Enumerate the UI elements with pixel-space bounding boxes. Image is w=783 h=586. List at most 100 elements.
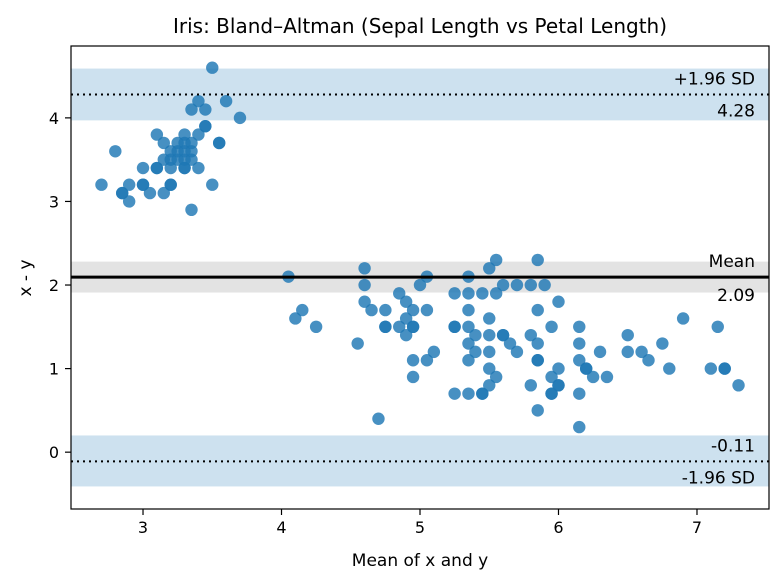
data-point: [538, 278, 551, 292]
y-axis-label: x - y: [16, 259, 36, 296]
data-point: [579, 362, 593, 375]
data-point: [393, 320, 406, 334]
data-point: [358, 295, 371, 308]
data-point: [718, 362, 731, 375]
data-point: [545, 387, 558, 400]
data-point: [462, 303, 475, 317]
data-point: [185, 153, 198, 166]
data-point: [296, 303, 309, 317]
data-point: [185, 103, 198, 116]
lower-loa-value: -0.11: [711, 436, 755, 456]
data-point: [399, 295, 413, 308]
y-axis-ticks: 0 1 2 3 4: [49, 109, 71, 462]
data-point: [531, 253, 544, 267]
reference-lines-layer: [71, 93, 769, 463]
data-point: [448, 320, 461, 334]
data-point: [164, 161, 177, 175]
data-point: [462, 337, 475, 350]
lower-loa-label: -1.96 SD: [682, 468, 755, 488]
data-point: [420, 354, 434, 367]
x-tick-label: 3: [138, 518, 148, 537]
data-point: [462, 387, 475, 400]
chart-title: Iris: Bland–Altman (Sepal Length vs Peta…: [173, 14, 667, 38]
data-point: [206, 61, 219, 74]
data-point: [600, 370, 614, 384]
x-tick-label: 4: [276, 518, 286, 537]
data-point: [192, 94, 205, 108]
data-point: [157, 136, 170, 150]
data-point: [150, 161, 164, 175]
data-point: [406, 370, 420, 384]
data-point: [164, 178, 177, 191]
y-tick-label: 0: [49, 443, 59, 462]
data-point: [483, 312, 496, 325]
data-point: [642, 354, 655, 367]
data-point: [711, 320, 724, 334]
data-point: [524, 278, 537, 292]
data-point: [510, 278, 524, 292]
data-point: [531, 354, 544, 367]
data-point: [704, 362, 718, 375]
data-point: [552, 379, 565, 392]
data-point: [420, 303, 434, 317]
data-point: [524, 328, 537, 342]
data-point: [489, 253, 503, 267]
data-point: [552, 295, 565, 308]
data-point: [469, 328, 482, 342]
data-point: [399, 312, 413, 325]
upper-loa-label: +1.96 SD: [674, 69, 755, 89]
data-point: [136, 178, 150, 191]
data-point: [379, 303, 392, 317]
data-point: [192, 128, 205, 141]
data-point: [573, 387, 586, 400]
x-tick-label: 7: [692, 518, 702, 537]
data-point: [448, 387, 461, 400]
data-point: [109, 145, 122, 158]
data-point: [233, 111, 247, 125]
mean-label: Mean: [709, 252, 755, 272]
data-point: [462, 287, 475, 300]
data-point: [406, 320, 420, 334]
data-point: [573, 420, 586, 434]
data-point: [476, 387, 489, 400]
data-point: [531, 337, 544, 350]
data-point: [365, 303, 378, 317]
data-point: [496, 278, 510, 292]
y-tick-label: 1: [49, 360, 59, 379]
data-point: [393, 287, 406, 300]
data-point: [476, 287, 489, 300]
data-point: [212, 136, 226, 150]
data-point: [483, 262, 496, 275]
y-tick-label: 2: [49, 276, 59, 295]
data-point: [503, 337, 517, 350]
annotations-layer: +1.96 SD 4.28 Mean 2.09 -0.11 -1.96 SD: [674, 69, 755, 488]
data-point: [289, 312, 302, 325]
y-tick-label: 3: [49, 192, 59, 211]
data-point: [545, 370, 558, 384]
data-point: [116, 186, 129, 200]
data-point: [489, 370, 503, 384]
data-point: [309, 320, 323, 334]
data-point: [573, 337, 586, 350]
data-point: [406, 303, 420, 317]
data-point: [593, 345, 607, 359]
data-point: [379, 320, 392, 334]
data-point: [496, 328, 510, 342]
data-point: [351, 337, 364, 350]
data-point: [573, 354, 586, 367]
data-point: [219, 94, 233, 108]
data-point: [192, 161, 205, 175]
data-point: [95, 178, 108, 191]
data-point: [573, 320, 586, 334]
data-point: [399, 328, 413, 342]
data-point: [462, 354, 475, 367]
data-point: [469, 345, 482, 359]
data-point: [178, 161, 191, 175]
x-tick-label: 5: [415, 518, 425, 537]
data-point: [206, 178, 219, 191]
data-point: [122, 195, 136, 208]
data-point: [136, 161, 150, 175]
data-point: [531, 404, 544, 417]
data-point: [732, 379, 745, 392]
